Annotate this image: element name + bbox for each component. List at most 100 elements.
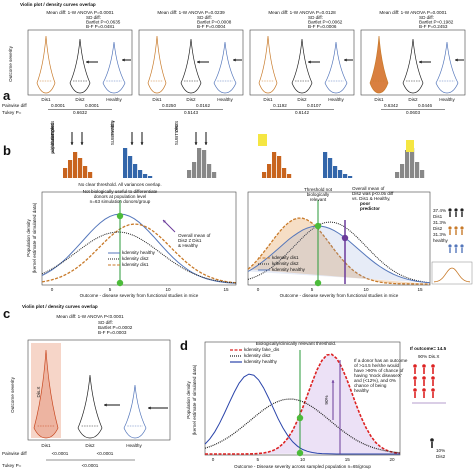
if-outcome: If outcome= 14.5 [410, 346, 447, 351]
percentage-group: Dis2 [436, 454, 446, 459]
donor-icon [454, 226, 458, 230]
density-curve [247, 225, 431, 284]
arrow-head [140, 142, 144, 145]
histogram-bar [277, 156, 282, 178]
histogram-bar [143, 174, 148, 178]
plot-frame [27, 339, 171, 441]
histogram-label: SUBTYPES [174, 121, 179, 146]
highlight [31, 343, 61, 438]
note: Not biologically useful to differentiate [83, 189, 158, 194]
threshold-label: Biologically/clinically relevant thresho… [256, 341, 336, 346]
violin [36, 35, 56, 94]
donor-icon [422, 364, 426, 368]
percentage: Dis1 [433, 214, 443, 219]
histogram-bar [267, 164, 272, 178]
explanation: chance of being [354, 383, 387, 388]
violin [369, 35, 389, 94]
sd-stat: Bartlet P=0.0062 [308, 20, 343, 25]
percentage: 37.4% [433, 208, 446, 213]
violin [147, 35, 167, 94]
group-label: Healthy [217, 97, 233, 102]
note: n=63 simulation donors/group [90, 199, 151, 204]
histogram-bar [420, 170, 425, 178]
percentage: Dis2 [433, 226, 443, 231]
arrow-head [194, 142, 198, 145]
histogram-bar [405, 150, 410, 178]
histogram-bar [272, 152, 277, 178]
donor-icon [413, 388, 417, 392]
histogram-bar [262, 172, 267, 178]
donor-icon [454, 208, 458, 212]
y-label: Outcome severity [8, 45, 13, 81]
density-curve [205, 353, 401, 455]
y-label: Population density [186, 381, 191, 419]
y-label: (kernel estimate of simulated data) [32, 202, 37, 273]
pairwise-p: <0.0001 [97, 451, 114, 456]
histogram-bar [78, 158, 83, 178]
x-tick-label: 5 [109, 287, 112, 292]
explanation: of >14.5 he/she would [354, 363, 400, 368]
donor-icon [431, 376, 435, 380]
donor-icon [413, 364, 417, 368]
violin [33, 349, 59, 439]
arrow-head [344, 58, 347, 62]
anova: Mean diff: 1-W ANOVA P<0.0001 [56, 314, 124, 319]
panel-title: Violin plot / density curves overlap [20, 2, 96, 7]
pairwise-p: <0.0001 [52, 451, 69, 456]
histogram-label: Dis2 [174, 123, 179, 133]
donor-icon [413, 376, 417, 380]
x-tick-label: 5 [311, 287, 314, 292]
callout: Dis2 was p<0.05 diff [352, 191, 394, 196]
density-curve [204, 398, 401, 454]
histogram-bar [338, 170, 343, 178]
percentage: 31.3% [433, 232, 446, 237]
donor-icon [422, 376, 426, 380]
x-tick-label: 5 [256, 457, 259, 462]
donor-icon [430, 438, 434, 442]
tukey-p: <0.0001 [82, 463, 99, 468]
group-label: Dis2 [75, 97, 85, 102]
x-tick-label: 10 [300, 457, 306, 462]
note: Threshold not [304, 187, 333, 192]
arrow [162, 219, 176, 233]
pairwise-label: Pairwise diff [2, 451, 27, 456]
plot-frame [204, 341, 401, 456]
explanation: healthy [354, 388, 370, 393]
y-label: Population density [26, 219, 31, 257]
arrow-head [70, 142, 74, 145]
callout: Overall mean of [178, 233, 211, 238]
callout: predictor [360, 206, 380, 211]
y-label: Outcome severity [10, 376, 15, 412]
percentage: 90% Dis.X [418, 354, 439, 359]
mean-dot [116, 212, 124, 220]
plot-frame [41, 191, 237, 286]
pairwise-p: 0.0446 [418, 103, 432, 108]
x-tick-label: 10 [165, 287, 171, 292]
threshold-dot [296, 449, 304, 457]
arrow-head [331, 380, 335, 383]
donor-icon [460, 226, 464, 230]
density-curve [41, 223, 237, 284]
arrow-head [163, 220, 166, 223]
histogram-bar [63, 168, 68, 178]
sd-stat: Bartlet P=0.1982 [419, 20, 454, 25]
threshold-dot [296, 414, 304, 422]
violin [258, 35, 278, 94]
sd-stat: SD diff: [98, 320, 113, 325]
anova: Mean diff: 1-W ANOVA P=0.0001 [46, 10, 114, 15]
tukey-p: 0.0603 [406, 110, 420, 115]
legend-label: kdensity healthy [122, 250, 156, 255]
donor-icon [460, 208, 464, 212]
arrow-head [148, 406, 151, 410]
histogram-bar [343, 174, 348, 178]
sd-stat: B-F P=0.0003 [98, 330, 127, 335]
highlight [406, 140, 414, 152]
donor-icon [431, 364, 435, 368]
histogram-label: SUBTYPES [50, 121, 55, 146]
density-curve [247, 221, 431, 284]
histogram-bar [73, 152, 78, 178]
group-label: Dis1 [41, 97, 51, 102]
histogram-label: SUBTYPES [110, 121, 115, 146]
